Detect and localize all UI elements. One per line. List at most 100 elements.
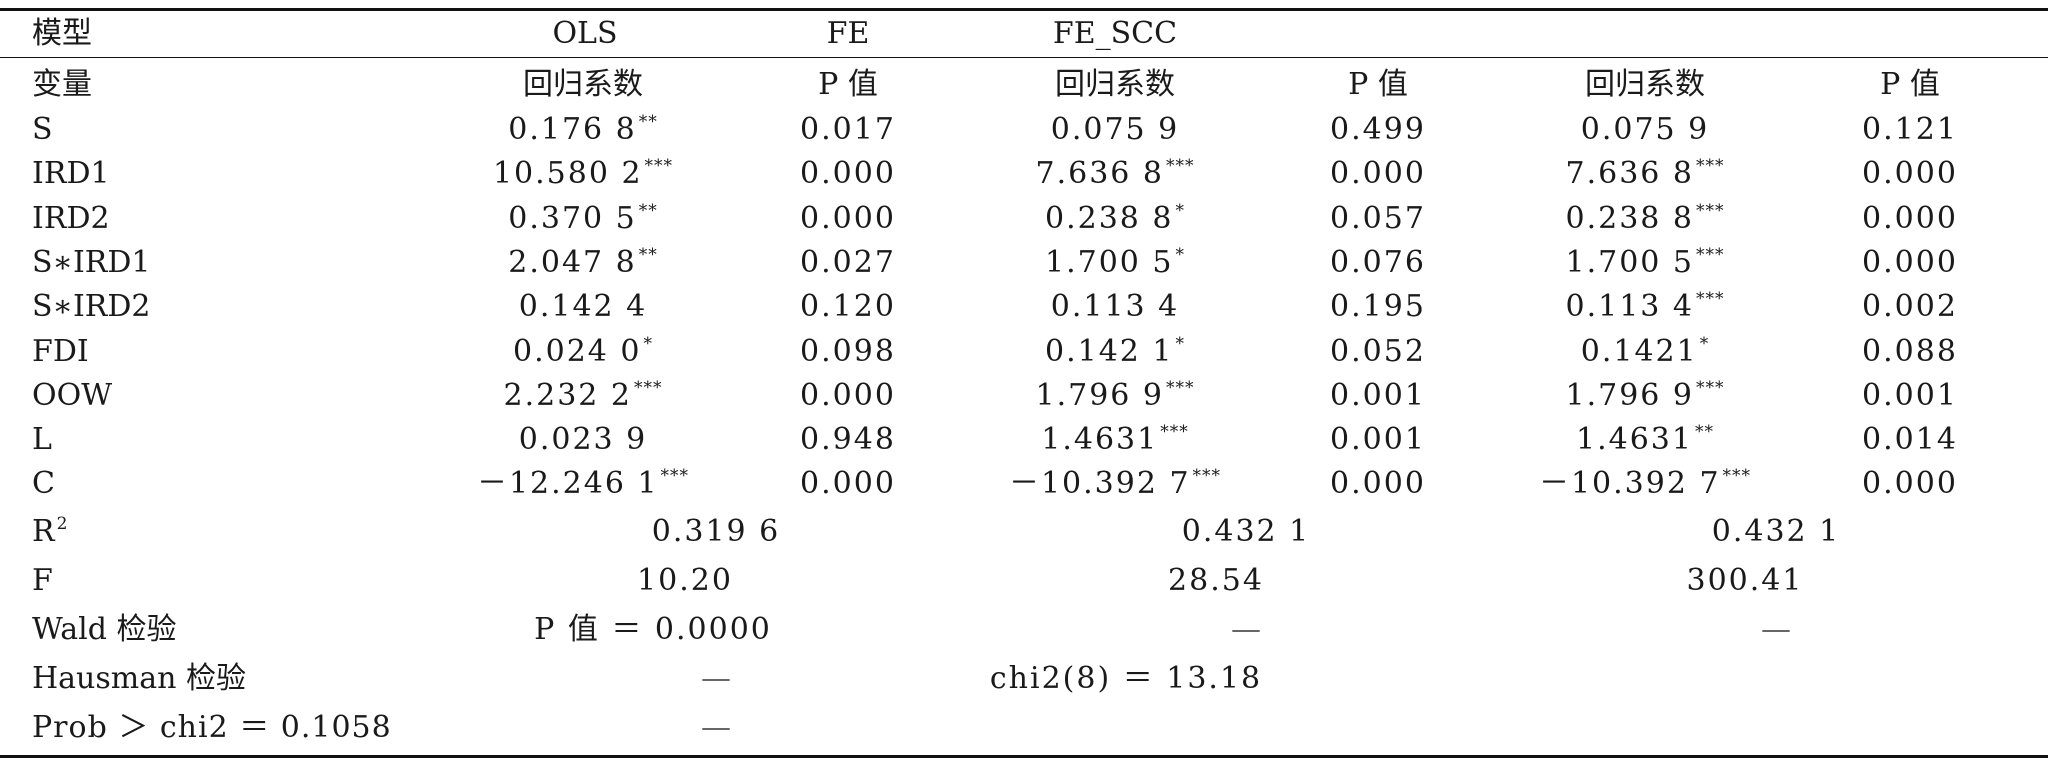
header-model-label: 模型 (32, 16, 92, 51)
header-coef-3: 回归系数 (1585, 67, 1705, 102)
cell-value: 1.796 9 (1035, 378, 1165, 413)
header-model-fe: FE (826, 16, 870, 51)
significance-stars: *** (1192, 466, 1222, 486)
cell-value: 0.370 5 (508, 201, 637, 236)
cell-value: 0.142 1 (1044, 334, 1174, 369)
cell-fe-coef: 0.113 4 (1051, 287, 1180, 327)
cell-fe-coef: 7.636 8 *** (1035, 154, 1194, 194)
header-var-label: 变量 (32, 67, 92, 102)
cell-ols-coef: 0.142 4 (519, 287, 648, 327)
r2-fe: 0.432 1 (1181, 514, 1311, 549)
f-label: F (32, 563, 53, 598)
cell-value: 0.002 (1862, 289, 1958, 324)
cell-value: 0.075 9 (1580, 112, 1710, 147)
cell-fe-scc-pval: 0.001 (1862, 376, 1958, 416)
hausman-ols: — (701, 661, 731, 696)
cell-value: 0.027 (800, 245, 896, 280)
significance-stars: ** (638, 112, 658, 132)
cell-value: 0.014 (1862, 422, 1958, 457)
header-model-ols: OLS (552, 16, 618, 51)
cell-value: 0.113 4 (1050, 289, 1180, 324)
cell-value: 2.047 8 (508, 245, 637, 280)
cell-ols-pval: 0.000 (800, 199, 896, 239)
wald-fe-scc: — (1761, 612, 1791, 647)
cell-value: 0.098 (800, 334, 896, 369)
r2-ols: 0.319 6 (651, 514, 781, 549)
cell-value: 0.023 9 (518, 422, 648, 457)
cell-value: 0.000 (800, 201, 896, 236)
cell-value: 0.000 (800, 378, 896, 413)
cell-ols-coef: 0.370 5 ** (508, 199, 658, 239)
cell-value: 2.232 2 (503, 378, 633, 413)
cell-value: 0.000 (1862, 466, 1958, 501)
cell-fe-scc-pval: 0.000 (1862, 243, 1958, 283)
wald-fe: — (1231, 612, 1261, 647)
bottom-rule (0, 755, 2048, 758)
cell-value: 0.499 (1330, 112, 1426, 147)
r2-superscript: 2 (56, 514, 69, 534)
prob-ols: — (701, 710, 731, 745)
row-label: S∗IRD1 (32, 245, 151, 280)
cell-fe-coef: 1.796 9 *** (1035, 376, 1194, 416)
cell-value: 0.000 (800, 466, 896, 501)
significance-stars: *** (1696, 156, 1725, 176)
cell-fe-pval: 0.000 (1330, 464, 1426, 504)
significance-stars: *** (1166, 378, 1195, 398)
r2-label-text: R (32, 514, 55, 549)
wald-ols: P 值 ＝ 0.0000 (534, 612, 772, 647)
cell-ols-coef: －12.246 1 *** (477, 464, 689, 504)
f-ols: 10.20 (637, 563, 733, 598)
cell-fe-coef: 0.075 9 (1051, 110, 1180, 150)
cell-value: 0.001 (1862, 378, 1958, 413)
cell-value: 0.176 8 (508, 112, 637, 147)
cell-ols-pval: 0.948 (800, 420, 896, 460)
cell-ols-coef: 0.023 9 (519, 420, 648, 460)
cell-fe-scc-coef: 1.796 9 *** (1565, 376, 1724, 416)
cell-value: 0.000 (800, 156, 896, 191)
cell-fe-scc-pval: 0.002 (1862, 287, 1958, 327)
cell-fe-pval: 0.499 (1330, 110, 1426, 150)
cell-value: 0.000 (1330, 156, 1426, 191)
cell-value: 0.052 (1330, 334, 1426, 369)
cell-fe-coef: 1.4631 *** (1041, 420, 1188, 460)
row-label: S (32, 112, 53, 147)
significance-stars: ** (1694, 422, 1714, 442)
row-label: IRD2 (32, 201, 110, 236)
row-label: C (32, 466, 55, 501)
cell-fe-pval: 0.052 (1330, 332, 1426, 372)
significance-stars: *** (644, 156, 674, 176)
cell-ols-pval: 0.027 (800, 243, 896, 283)
cell-value: 0.142 4 (518, 289, 648, 324)
cell-fe-scc-coef: 0.113 4 *** (1565, 287, 1724, 327)
header-pval-1: P 值 (818, 67, 878, 102)
f-fe: 28.54 (1168, 563, 1264, 598)
cell-ols-pval: 0.017 (800, 110, 896, 150)
cell-fe-scc-coef: －10.392 7 *** (1539, 464, 1751, 504)
cell-value: 0.088 (1862, 334, 1958, 369)
significance-stars: *** (1696, 245, 1725, 265)
cell-ols-coef: 0.024 0 * (513, 332, 653, 372)
cell-ols-pval: 0.120 (800, 287, 896, 327)
r2-fe-scc: 0.432 1 (1711, 514, 1841, 549)
cell-value: 0.075 9 (1050, 112, 1180, 147)
cell-fe-scc-coef: 0.1421 * (1581, 332, 1709, 372)
cell-value: 0.000 (1330, 466, 1426, 501)
cell-value: 0.000 (1862, 201, 1958, 236)
significance-stars: *** (1160, 422, 1189, 442)
cell-ols-pval: 0.098 (800, 332, 896, 372)
cell-fe-coef: 0.238 8 * (1045, 199, 1185, 239)
cell-fe-scc-coef: 1.700 5 *** (1565, 243, 1724, 283)
f-fe-scc: 300.41 (1686, 563, 1804, 598)
row-label: IRD1 (32, 156, 110, 191)
top-rule (0, 8, 2048, 11)
cell-value: 0.121 (1862, 112, 1958, 147)
header-pval-3: P 值 (1880, 67, 1940, 102)
header-coef-1: 回归系数 (523, 67, 643, 102)
cell-fe-coef: 0.142 1 * (1045, 332, 1185, 372)
cell-fe-scc-pval: 0.121 (1862, 110, 1958, 150)
significance-stars: * (1175, 201, 1186, 221)
hausman-label: Hausman 检验 (32, 661, 246, 696)
cell-value: 0.195 (1330, 289, 1426, 324)
significance-stars: * (1175, 334, 1186, 354)
cell-ols-coef: 2.232 2 *** (503, 376, 662, 416)
